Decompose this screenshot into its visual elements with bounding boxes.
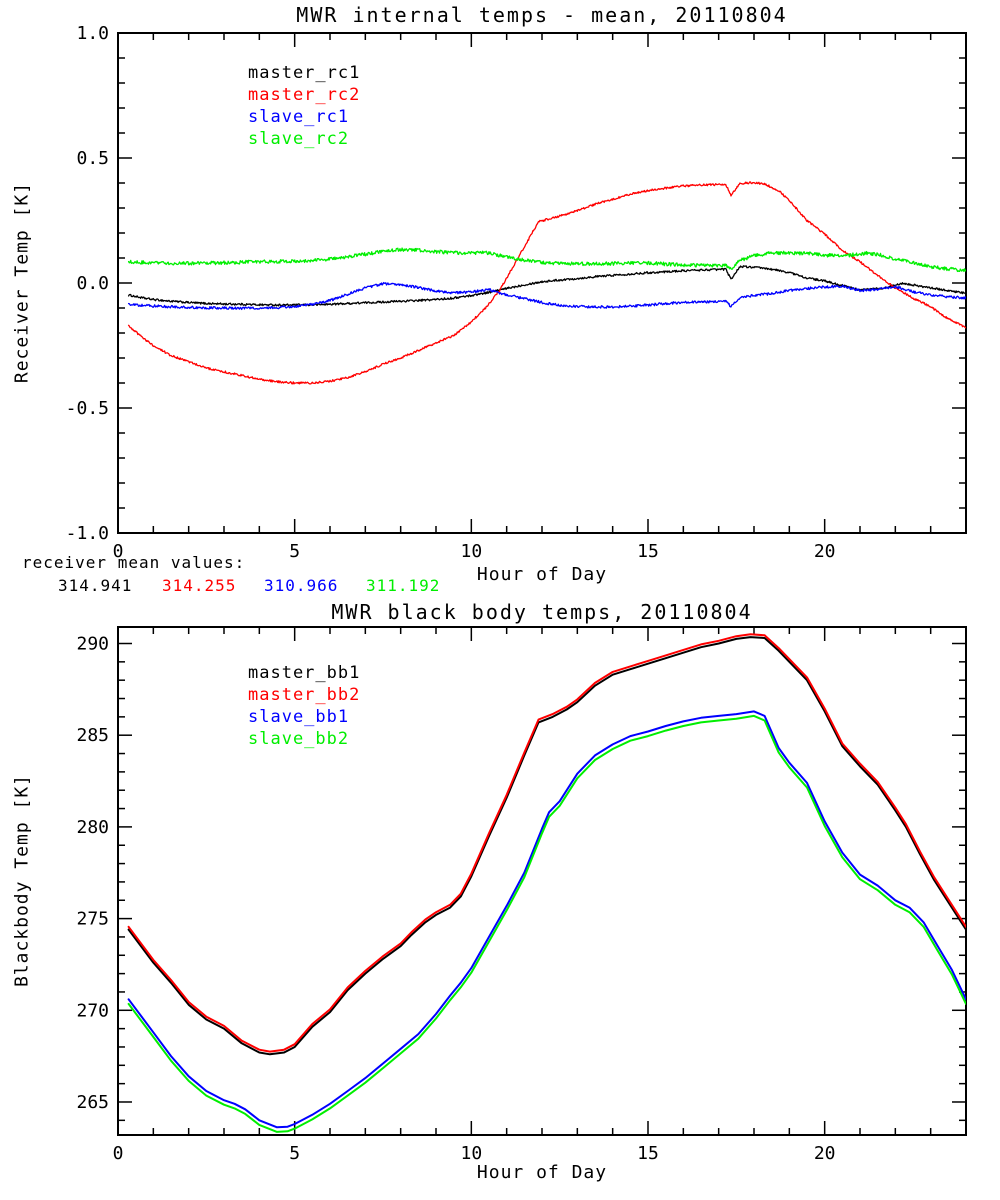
bottom-chart-legend: master_bb1 master_bb2 slave_bb1 slave_bb…	[248, 662, 360, 750]
y-tick-label: 1.0	[76, 23, 109, 44]
chart-1: 0 5 10 15 20 265 270 275 280 285 290	[76, 626, 967, 1164]
y-tick-label: 0.5	[76, 148, 109, 169]
legend-item-slave-rc1: slave_rc1	[248, 107, 350, 127]
plot-frame-0	[117, 32, 967, 534]
y-tick-label: 0.0	[76, 273, 109, 294]
series-master_rc2	[127, 181, 966, 385]
x-tick-label: 15	[637, 1143, 659, 1164]
series-slave_bb2	[127, 714, 966, 1133]
plot-frame-1	[117, 626, 967, 1136]
y-tick-label: 275	[76, 909, 109, 930]
legend-item-master-rc1: master_rc1	[248, 63, 361, 83]
chart-0: 0 5 10 15 20 -1.0 -0.5 0.0 0.5 1.0	[66, 23, 967, 562]
mean-value-slave-rc2: 311.192	[366, 576, 441, 595]
bottom-chart-xlabel: Hour of Day	[476, 1162, 608, 1183]
x-tick-label: 20	[814, 1143, 836, 1164]
series-slave_bb1	[127, 710, 966, 1129]
top-chart-title: MWR internal temps - mean, 20110804	[296, 3, 788, 27]
legend-item-master-bb1: master_bb1	[248, 663, 361, 683]
y-tick-label: 270	[76, 1000, 109, 1021]
legend-item-slave-rc2: slave_rc2	[248, 129, 350, 149]
mean-value-slave-rc1: 310.966	[264, 576, 339, 595]
series-master_bb2	[127, 633, 966, 1053]
x-tick-label: 5	[289, 1143, 300, 1164]
x-tick-label: 10	[460, 541, 482, 562]
series-master_rc1	[127, 265, 966, 307]
y-tick-label: 285	[76, 725, 109, 746]
legend-item-slave-bb1: slave_bb1	[248, 707, 350, 727]
legend-item-master-bb2: master_bb2	[248, 685, 361, 705]
bottom-chart-ylabel: Blackbody Temp [K]	[11, 773, 33, 988]
series-slave_rc1	[127, 281, 966, 311]
legend-item-slave-bb2: slave_bb2	[248, 729, 350, 749]
series-master_bb1	[127, 636, 966, 1056]
x-tick-label: 0	[113, 541, 124, 562]
y-tick-label: 290	[76, 634, 109, 655]
y-tick-label: -1.0	[66, 523, 109, 544]
x-tick-label: 0	[113, 1143, 124, 1164]
y-tick-label: 265	[76, 1092, 109, 1113]
x-tick-label: 20	[814, 541, 836, 562]
x-tick-label: 15	[637, 541, 659, 562]
receiver-mean-values-label: receiver mean values:	[22, 553, 246, 572]
legend-item-master-rc2: master_rc2	[248, 85, 361, 105]
x-tick-label: 10	[460, 1143, 482, 1164]
mean-value-master-rc2: 314.255	[162, 576, 237, 595]
top-chart-xlabel: Hour of Day	[476, 564, 608, 585]
top-chart-ylabel: Receiver Temp [K]	[11, 181, 33, 384]
mean-value-master-rc1: 314.941	[58, 576, 133, 595]
x-tick-label: 5	[289, 541, 300, 562]
bottom-chart-title: MWR black body temps, 20110804	[331, 600, 753, 624]
series-slave_rc2	[127, 247, 966, 273]
y-tick-label: -0.5	[66, 398, 109, 419]
y-tick-label: 280	[76, 817, 109, 838]
top-chart-legend: master_rc1 master_rc2 slave_rc1 slave_rc…	[248, 62, 360, 150]
